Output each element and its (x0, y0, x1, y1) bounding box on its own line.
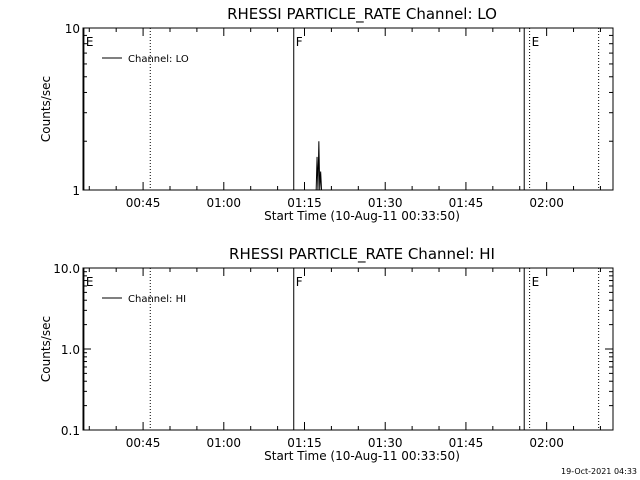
x-tick-label: 01:00 (206, 436, 241, 450)
x-tick-label: 01:00 (206, 196, 241, 210)
plot-frame (82, 267, 614, 431)
x-tick-label: 01:15 (287, 436, 322, 450)
y-tick-label: 10 (65, 22, 80, 36)
chart-title: RHESSI PARTICLE_RATE Channel: HI (229, 245, 495, 264)
y-tick-label: 1 (72, 184, 80, 198)
x-tick-label: 01:30 (368, 436, 403, 450)
series-line (83, 141, 613, 191)
event-marker-label: E (86, 35, 94, 49)
legend: Channel: HI (102, 294, 186, 305)
x-tick-label: 02:00 (529, 436, 564, 450)
event-marker-label: E (86, 275, 94, 289)
x-axis-label: Start Time (10-Aug-11 00:33:50) (264, 209, 460, 223)
x-tick-label: 00:45 (126, 436, 161, 450)
x-tick-label: 00:45 (126, 196, 161, 210)
event-marker-label: F (296, 275, 303, 289)
legend: Channel: LO (102, 54, 189, 65)
legend-label: Channel: HI (128, 294, 186, 305)
x-tick-label: 01:15 (287, 196, 322, 210)
y-tick-label: 1.0 (61, 343, 80, 357)
y-tick-label: 10.0 (53, 262, 80, 276)
x-axis-label: Start Time (10-Aug-11 00:33:50) (264, 449, 460, 463)
y-axis-label: Counts/sec (39, 76, 53, 142)
footer-timestamp: 19-Oct-2021 04:33 (561, 467, 637, 476)
x-tick-label: 02:00 (529, 196, 564, 210)
panel-1: RHESSI PARTICLE_RATE Channel: LO 00:45 01:… (39, 5, 614, 223)
panel-2: RHESSI PARTICLE_RATE Channel: HI 00:45 01:… (39, 245, 614, 463)
event-marker-label: E (532, 35, 540, 49)
legend-label: Channel: LO (128, 54, 189, 65)
x-tick-label: 01:45 (449, 436, 484, 450)
plot-frame (82, 27, 614, 191)
x-tick-label: 01:45 (449, 196, 484, 210)
chart-title: RHESSI PARTICLE_RATE Channel: LO (227, 5, 497, 24)
event-marker-label: E (532, 275, 540, 289)
x-tick-label: 01:30 (368, 196, 403, 210)
event-marker-label: F (296, 35, 303, 49)
y-tick-label: 0.1 (61, 424, 80, 438)
y-axis-label: Counts/sec (39, 316, 53, 382)
